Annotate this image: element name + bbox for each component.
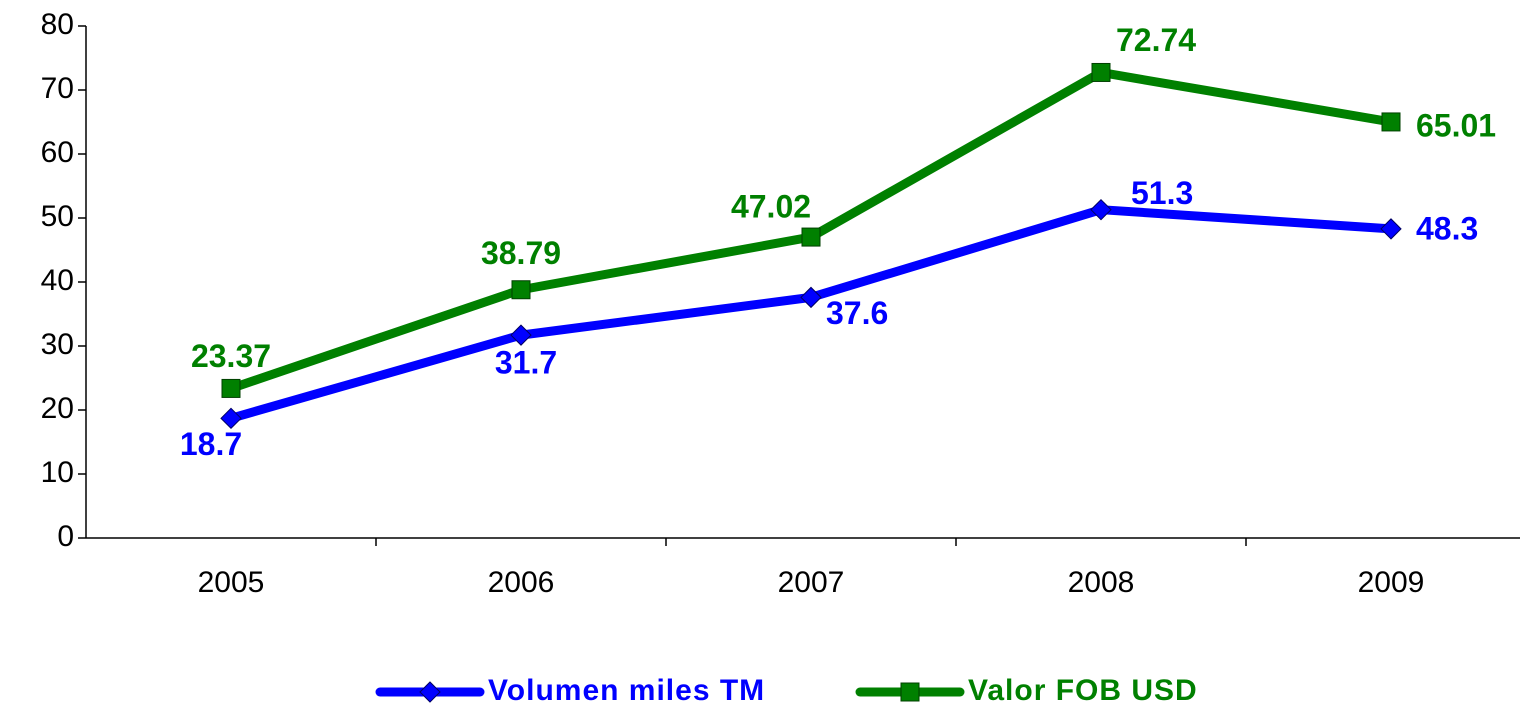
point-marker: [1380, 218, 1402, 240]
point-marker: [220, 407, 242, 430]
y-tick-label: 80: [41, 8, 74, 41]
y-tick-label: 0: [57, 520, 74, 553]
legend-marker: [419, 681, 441, 703]
x-tick-label: 2007: [778, 566, 845, 599]
legend-label: Volumen miles TM: [488, 674, 765, 707]
x-tick-label: 2008: [1068, 566, 1135, 599]
y-tick-label: 40: [41, 264, 74, 297]
y-tick-label: 60: [41, 136, 74, 169]
legend-label: Valor FOB USD: [968, 674, 1198, 707]
point-marker: [1091, 62, 1111, 82]
data-label: 18.7: [180, 426, 242, 462]
point-marker: [1090, 198, 1112, 221]
data-label: 48.3: [1416, 210, 1478, 246]
data-label: 72.74: [1116, 22, 1196, 58]
point-marker: [221, 378, 241, 398]
data-label: 47.02: [731, 189, 811, 225]
point-marker: [510, 324, 532, 346]
point-marker: [800, 286, 822, 309]
x-tick-label: 2009: [1358, 566, 1425, 599]
point-marker: [511, 280, 531, 300]
data-label: 23.37: [191, 338, 271, 374]
legend-marker: [900, 682, 920, 702]
data-label: 38.79: [481, 235, 561, 271]
data-label: 51.3: [1131, 175, 1193, 211]
y-tick-label: 20: [41, 392, 74, 425]
point-marker: [1381, 112, 1401, 132]
y-tick-label: 30: [41, 328, 74, 361]
x-tick-label: 2005: [198, 566, 265, 599]
y-tick-label: 70: [41, 72, 74, 105]
data-label: 31.7: [495, 345, 557, 381]
y-tick-label: 50: [41, 200, 74, 233]
y-tick-label: 10: [41, 456, 74, 489]
data-label: 65.01: [1416, 107, 1496, 143]
point-marker: [801, 227, 821, 247]
data-label: 37.6: [826, 295, 888, 331]
x-tick-label: 2006: [488, 566, 555, 599]
